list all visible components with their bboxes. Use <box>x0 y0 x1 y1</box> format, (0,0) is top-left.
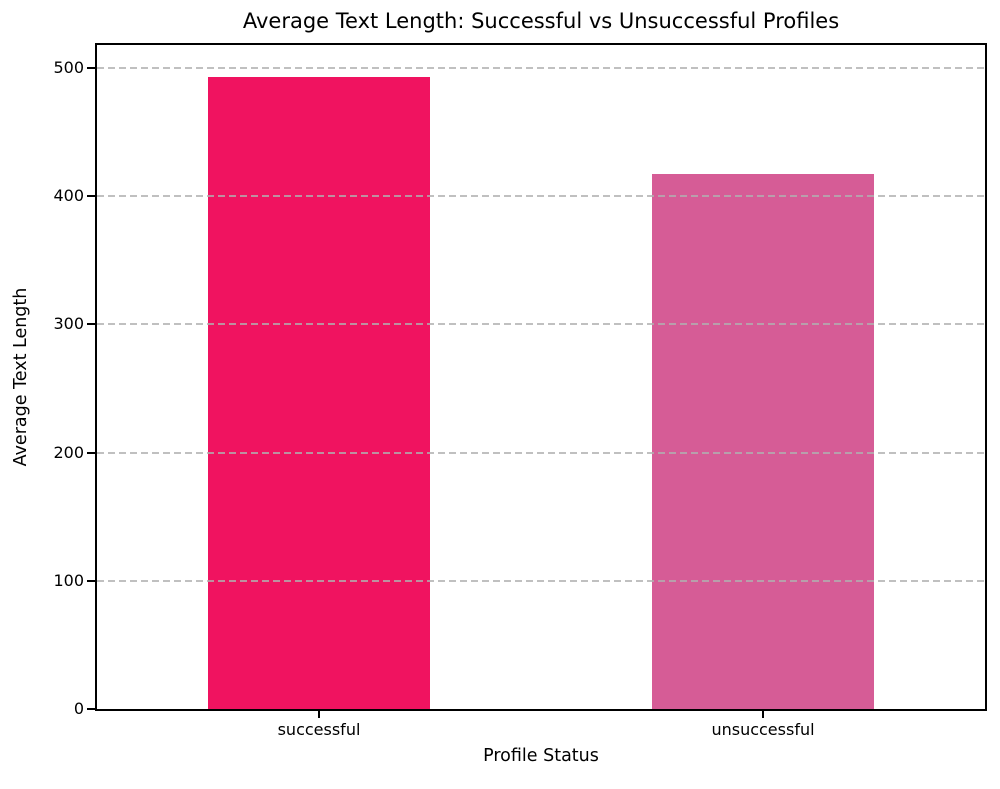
x-tick-mark <box>318 711 320 718</box>
y-tick-mark <box>87 579 95 582</box>
y-tick-mark <box>87 323 95 326</box>
x-tick-label: unsuccessful <box>711 720 815 739</box>
gridline-500 <box>97 67 985 70</box>
bar-successful <box>208 77 430 709</box>
y-tick-label: 500 <box>53 58 84 78</box>
y-tick-label: 100 <box>53 570 84 590</box>
bar-unsuccessful <box>652 174 874 709</box>
x-tick-label: successful <box>277 720 361 739</box>
x-axis-label: Profile Status <box>483 746 599 766</box>
x-tick-mark <box>762 711 764 718</box>
y-tick-mark <box>87 195 95 198</box>
y-tick-label: 300 <box>53 314 84 334</box>
gridline-400 <box>97 195 985 198</box>
y-tick-mark <box>87 708 95 710</box>
gridline-100 <box>97 579 985 582</box>
y-tick-mark <box>87 451 95 454</box>
y-tick-label: 200 <box>53 442 84 462</box>
chart-title: Average Text Length: Successful vs Unsuc… <box>242 9 840 33</box>
gridline-200 <box>97 451 985 454</box>
y-tick-label: 0 <box>73 699 84 718</box>
y-tick-mark <box>87 67 95 70</box>
gridline-300 <box>97 323 985 326</box>
y-tick-label: 400 <box>53 186 84 206</box>
